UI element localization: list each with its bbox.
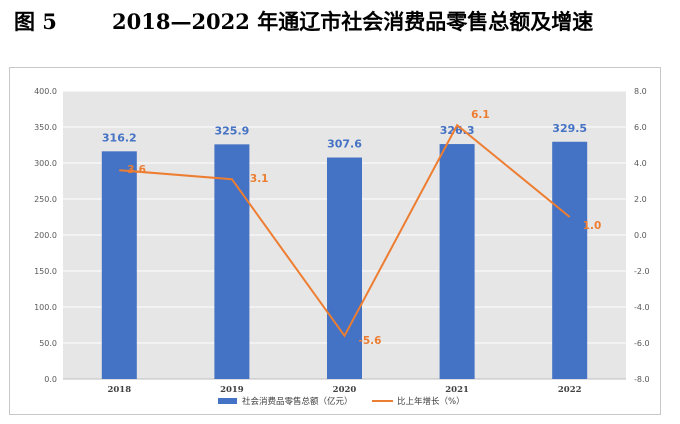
y-left-tick-label: 400.0 [34, 87, 57, 96]
y-right-tick-label: 8.0 [634, 87, 647, 96]
line-data-label: 3.6 [127, 164, 146, 176]
bar-data-label: 326.3 [440, 124, 475, 137]
line-data-label: 1.0 [583, 220, 602, 232]
bar-data-label: 316.2 [102, 131, 137, 144]
x-tick-label: 2020 [333, 385, 357, 395]
bar-data-label: 307.6 [327, 138, 362, 151]
figure-label: 图 5 [14, 9, 57, 34]
y-left-tick-label: 350.0 [34, 123, 57, 132]
legend-label-line: 比上年增长（%） [397, 396, 465, 407]
growth-line [119, 123, 571, 338]
figure-title: 图 5 2018—2022 年通辽市社会消费品零售总额及增速 [0, 6, 680, 40]
line-data-label: -5.6 [359, 335, 382, 347]
line-data-label: 3.1 [250, 173, 269, 185]
y-left-tick-label: 150.0 [34, 267, 57, 276]
line-data-label: 6.1 [471, 109, 490, 121]
x-tick-label: 2021 [445, 385, 469, 395]
x-tick-label: 2019 [220, 385, 244, 395]
bar [439, 144, 475, 379]
y-left-tick-label: 200.0 [34, 231, 57, 240]
y-right-tick-label: -8.0 [634, 375, 650, 384]
y-right-tick-label: -4.0 [634, 303, 650, 312]
y-right-tick-label: -6.0 [634, 339, 650, 348]
y-left-tick-label: 0.0 [44, 375, 57, 384]
y-right-tick-label: 2.0 [634, 195, 647, 204]
bar-data-label: 329.5 [552, 122, 587, 135]
y-right-tick-label: 4.0 [634, 159, 647, 168]
y-left-tick-label: 50.0 [39, 339, 57, 348]
y-left-tick-label: 100.0 [34, 303, 57, 312]
bar-data-label: 325.9 [215, 124, 250, 137]
bar [214, 144, 250, 379]
bar [552, 141, 588, 379]
y-right-tick-label: 0.0 [634, 231, 647, 240]
x-tick-label: 2018 [107, 385, 131, 395]
legend-swatch-bar [218, 398, 237, 404]
y-left-tick-label: 250.0 [34, 195, 57, 204]
legend-label-bar: 社会消费品零售总额（亿元） [242, 396, 353, 407]
x-tick-label: 2022 [558, 385, 582, 395]
bar [327, 157, 362, 379]
y-left-tick-label: 300.0 [34, 159, 57, 168]
y-right-tick-label: -2.0 [634, 267, 650, 276]
figure-title-text: 2018—2022 年通辽市社会消费品零售总额及增速 [112, 9, 594, 34]
y-right-tick-label: 6.0 [634, 123, 647, 132]
bar [101, 151, 137, 379]
